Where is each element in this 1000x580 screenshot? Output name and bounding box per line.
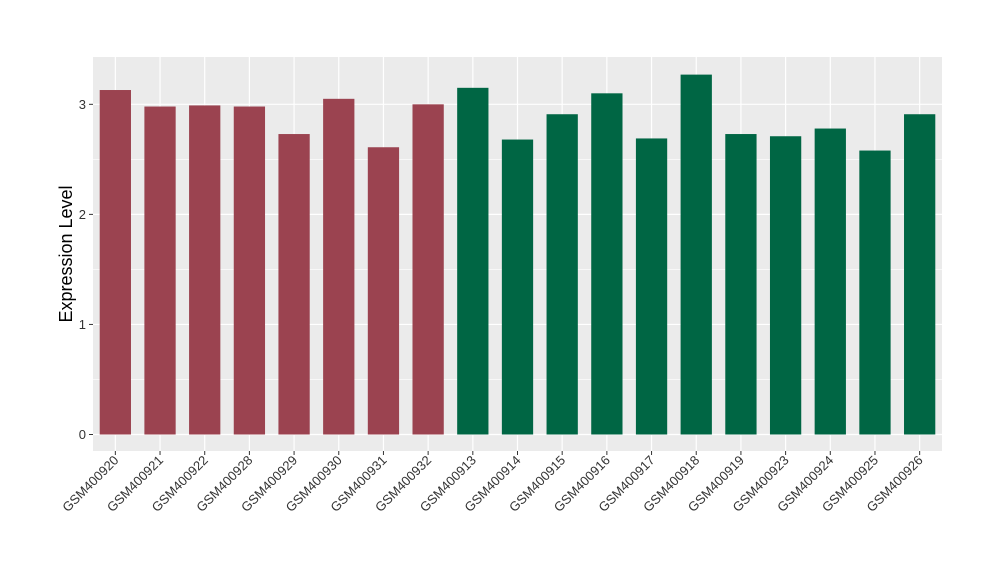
y-tick-label: 1 [79, 317, 86, 332]
bar-GSM400921 [144, 106, 176, 435]
bar-GSM400928 [233, 106, 266, 435]
x-axis: GSM400920GSM400921GSM400922GSM400928GSM4… [59, 451, 926, 515]
y-tick-label: 0 [79, 427, 86, 442]
bar-GSM400932 [412, 104, 444, 435]
bar-GSM400917 [635, 138, 668, 435]
bar-GSM400915 [546, 114, 578, 435]
bar-GSM400913 [457, 87, 489, 435]
y-tick-label: 3 [79, 97, 86, 112]
bar-GSM400914 [501, 139, 534, 435]
bar-GSM400922 [189, 105, 221, 435]
bar-GSM400929 [278, 134, 310, 435]
bar-GSM400931 [367, 147, 400, 435]
bar-GSM400930 [323, 98, 355, 435]
bar-GSM400918 [680, 74, 712, 435]
bar-GSM400919 [725, 134, 757, 435]
bar-GSM400924 [814, 128, 846, 435]
bar-GSM400925 [859, 150, 891, 435]
y-tick-label: 2 [79, 207, 86, 222]
bar-GSM400923 [769, 136, 802, 435]
bars [99, 74, 936, 435]
bar-GSM400916 [591, 93, 623, 435]
bar-GSM400920 [99, 90, 131, 435]
bar-GSM400926 [904, 114, 936, 435]
y-axis: 0 1 2 3 [79, 97, 93, 442]
y-axis-title: Expression Level [56, 185, 76, 322]
